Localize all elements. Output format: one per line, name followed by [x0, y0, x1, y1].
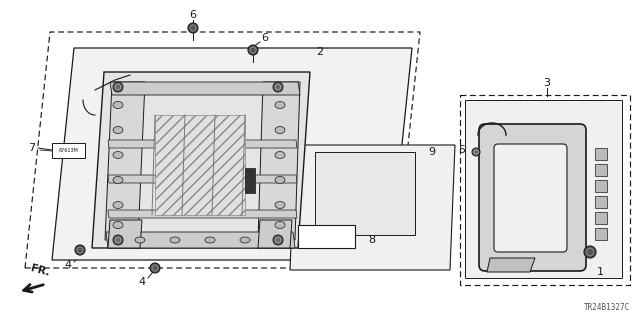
Bar	[595, 148, 607, 160]
Text: 67613M: 67613M	[59, 148, 79, 153]
Ellipse shape	[113, 126, 123, 133]
Bar	[595, 212, 607, 224]
Polygon shape	[465, 100, 622, 278]
Polygon shape	[110, 82, 300, 95]
Polygon shape	[487, 258, 535, 272]
Text: 4: 4	[65, 260, 72, 270]
Bar	[595, 180, 607, 192]
Text: 1: 1	[596, 267, 604, 277]
Circle shape	[150, 263, 160, 273]
Polygon shape	[290, 145, 455, 270]
Circle shape	[472, 148, 480, 156]
Polygon shape	[258, 220, 292, 248]
Polygon shape	[52, 48, 412, 260]
Polygon shape	[108, 220, 142, 248]
Bar	[595, 228, 607, 240]
Ellipse shape	[275, 151, 285, 158]
Bar	[52, 143, 85, 158]
Ellipse shape	[205, 237, 215, 243]
Ellipse shape	[275, 177, 285, 183]
Polygon shape	[106, 232, 295, 248]
Circle shape	[75, 245, 85, 255]
Bar	[595, 164, 607, 176]
Ellipse shape	[170, 237, 180, 243]
FancyBboxPatch shape	[494, 144, 567, 252]
Text: 8: 8	[369, 235, 376, 245]
Text: FR.: FR.	[29, 263, 51, 278]
Ellipse shape	[275, 101, 285, 108]
Text: TR24B1327C: TR24B1327C	[584, 303, 630, 312]
Circle shape	[273, 235, 283, 245]
Text: 2: 2	[316, 47, 324, 57]
Text: 9: 9	[428, 147, 436, 157]
Circle shape	[273, 82, 283, 92]
Circle shape	[113, 82, 123, 92]
Ellipse shape	[275, 126, 285, 133]
Circle shape	[584, 246, 596, 258]
Polygon shape	[108, 210, 297, 218]
Text: 5: 5	[458, 145, 465, 155]
Circle shape	[188, 23, 198, 33]
Bar	[298, 225, 355, 248]
Circle shape	[248, 45, 258, 55]
Polygon shape	[108, 175, 297, 183]
Ellipse shape	[113, 202, 123, 209]
Bar	[245, 168, 255, 193]
Bar	[155, 115, 245, 215]
Ellipse shape	[135, 237, 145, 243]
Ellipse shape	[275, 221, 285, 228]
Ellipse shape	[113, 101, 123, 108]
Text: 6: 6	[189, 10, 196, 20]
Text: 6: 6	[262, 33, 269, 43]
Text: 4: 4	[138, 277, 145, 287]
Bar	[315, 152, 415, 235]
Bar	[595, 196, 607, 208]
Polygon shape	[108, 140, 297, 148]
Ellipse shape	[240, 237, 250, 243]
FancyBboxPatch shape	[479, 124, 586, 271]
Polygon shape	[92, 72, 310, 248]
Ellipse shape	[275, 202, 285, 209]
Ellipse shape	[113, 177, 123, 183]
Text: 7: 7	[28, 143, 36, 153]
Polygon shape	[105, 82, 145, 240]
Circle shape	[113, 235, 123, 245]
Polygon shape	[258, 82, 300, 240]
Ellipse shape	[113, 221, 123, 228]
Ellipse shape	[113, 151, 123, 158]
Text: 3: 3	[543, 78, 550, 88]
